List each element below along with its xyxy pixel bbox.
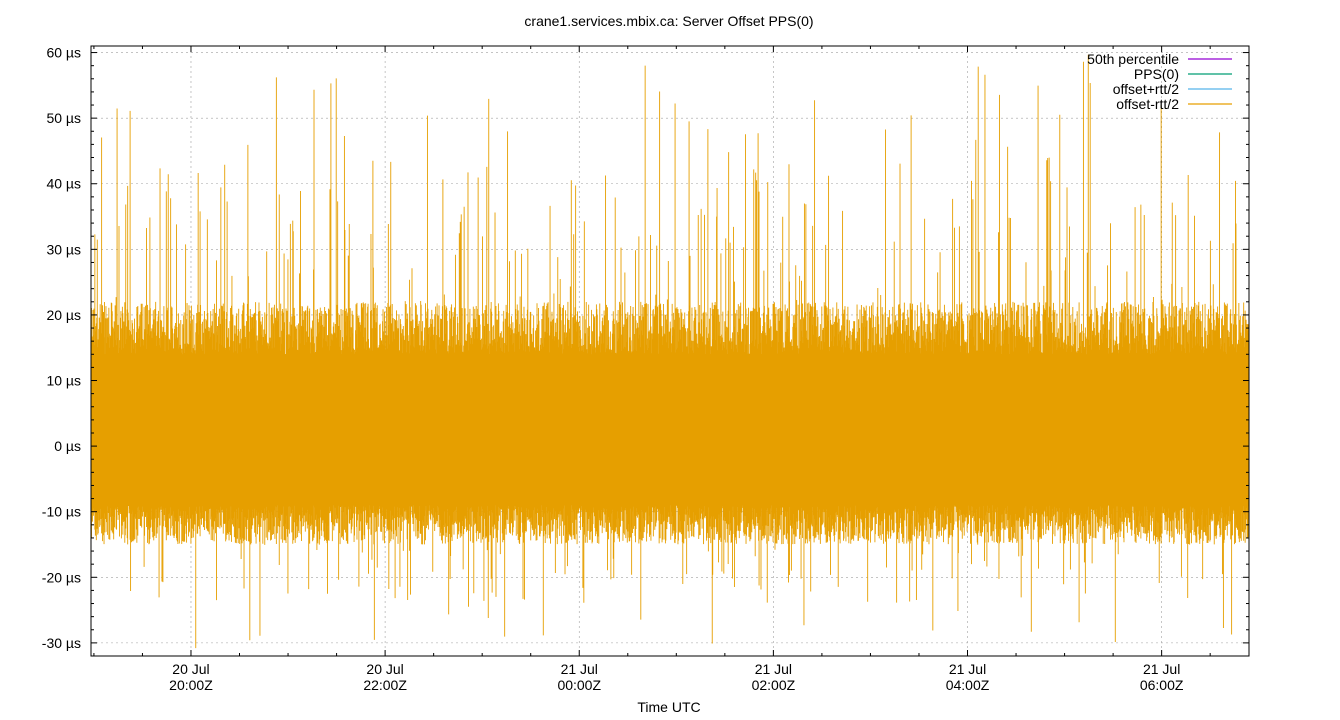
y-axis: 60 µs 50 µs 40 µs 30 µs 20 µs 10 µs 0 µs -10 µs… (42, 45, 1249, 657)
x-tick-date: 21 Jul (561, 661, 598, 677)
x-tick-time: 06:00Z (1140, 677, 1184, 693)
legend-label: 50th percentile (1087, 51, 1179, 67)
x-tick-date: 21 Jul (949, 661, 986, 677)
x-tick-time: 20:00Z (169, 677, 213, 693)
y-tick-label: -20 µs (42, 569, 81, 585)
chart-title: crane1.services.mbix.ca: Server Offset P… (524, 13, 813, 29)
series-offset-rtt2-line (90, 54, 1250, 649)
y-tick-label: 50 µs (46, 110, 81, 126)
legend-label: PPS(0) (1134, 66, 1179, 82)
x-axis-label: Time UTC (637, 699, 700, 715)
y-tick-label: -10 µs (42, 504, 81, 520)
legend-label: offset+rtt/2 (1113, 81, 1179, 97)
y-tick-label: 60 µs (46, 45, 81, 61)
y-tick-label: 0 µs (54, 438, 81, 454)
y-tick-label: 10 µs (46, 373, 81, 389)
y-tick-label: 30 µs (46, 241, 81, 257)
legend-label: offset-rtt/2 (1116, 96, 1179, 112)
y-tick-label: 20 µs (46, 307, 81, 323)
x-tick-time: 22:00Z (363, 677, 407, 693)
x-tick-time: 04:00Z (946, 677, 990, 693)
y-tick-label: 40 µs (46, 176, 81, 192)
x-tick-date: 21 Jul (755, 661, 792, 677)
y-tick-label: -30 µs (42, 635, 81, 651)
legend: 50th percentilePPS(0)offset+rtt/2offset-… (1087, 51, 1232, 112)
series-area (90, 54, 1250, 649)
x-tick-date: 20 Jul (366, 661, 403, 677)
x-tick-date: 20 Jul (172, 661, 209, 677)
x-tick-time: 02:00Z (752, 677, 796, 693)
x-tick-time: 00:00Z (557, 677, 601, 693)
x-tick-date: 21 Jul (1143, 661, 1180, 677)
plot-frame (90, 45, 1250, 657)
